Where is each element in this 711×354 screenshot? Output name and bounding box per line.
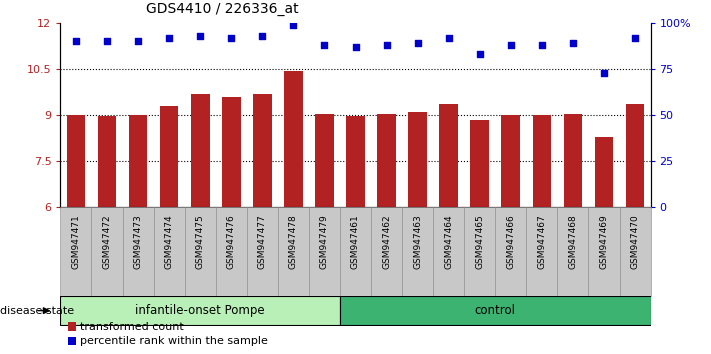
Bar xyxy=(315,114,333,207)
Bar xyxy=(222,97,240,207)
Text: GSM947473: GSM947473 xyxy=(134,214,143,269)
Point xyxy=(102,39,113,44)
Bar xyxy=(594,137,614,207)
Bar xyxy=(60,296,340,325)
Bar xyxy=(67,115,85,207)
Point xyxy=(132,39,144,44)
Bar xyxy=(97,116,117,207)
Bar xyxy=(626,104,644,207)
Bar xyxy=(60,207,92,296)
Bar xyxy=(408,112,427,207)
Bar xyxy=(501,115,520,207)
Text: GSM947462: GSM947462 xyxy=(382,214,391,269)
Text: GSM947470: GSM947470 xyxy=(631,214,639,269)
Bar xyxy=(526,207,557,296)
Bar xyxy=(160,106,178,207)
Bar xyxy=(471,120,489,207)
Text: GSM947477: GSM947477 xyxy=(258,214,267,269)
Text: infantile-onset Pompe: infantile-onset Pompe xyxy=(135,304,265,317)
Point xyxy=(443,35,454,41)
Bar xyxy=(371,207,402,296)
Bar xyxy=(284,70,303,207)
Bar xyxy=(564,114,582,207)
Point xyxy=(505,42,516,48)
Text: GDS4410 / 226336_at: GDS4410 / 226336_at xyxy=(146,2,299,16)
Text: GSM947471: GSM947471 xyxy=(72,214,80,269)
Text: GSM947464: GSM947464 xyxy=(444,214,453,269)
Bar xyxy=(129,115,147,207)
Text: GSM947474: GSM947474 xyxy=(165,214,173,269)
Bar xyxy=(309,207,340,296)
Text: GSM947479: GSM947479 xyxy=(320,214,329,269)
Point xyxy=(536,42,547,48)
Point xyxy=(257,33,268,39)
Bar xyxy=(92,207,122,296)
Text: percentile rank within the sample: percentile rank within the sample xyxy=(80,336,267,346)
Bar xyxy=(589,207,619,296)
Point xyxy=(567,40,579,46)
Text: GSM947476: GSM947476 xyxy=(227,214,236,269)
Text: transformed count: transformed count xyxy=(80,322,183,332)
Point xyxy=(350,44,361,50)
Bar xyxy=(619,207,651,296)
Bar xyxy=(557,207,589,296)
Text: GSM947466: GSM947466 xyxy=(506,214,515,269)
Bar xyxy=(433,207,464,296)
Bar xyxy=(278,207,309,296)
Bar xyxy=(533,115,551,207)
Text: GSM947465: GSM947465 xyxy=(475,214,484,269)
Bar xyxy=(496,207,526,296)
Bar xyxy=(68,322,76,331)
Text: GSM947461: GSM947461 xyxy=(351,214,360,269)
Bar xyxy=(253,93,272,207)
Point xyxy=(381,42,392,48)
Bar xyxy=(340,207,371,296)
Text: GSM947467: GSM947467 xyxy=(538,214,546,269)
Point xyxy=(225,35,237,41)
Bar xyxy=(464,207,496,296)
Point xyxy=(164,35,175,41)
Bar xyxy=(191,93,210,207)
Point xyxy=(412,40,423,46)
Bar xyxy=(346,116,365,207)
Text: GSM947472: GSM947472 xyxy=(102,214,112,269)
Bar xyxy=(215,207,247,296)
Bar xyxy=(68,337,76,345)
Bar xyxy=(154,207,185,296)
Point xyxy=(70,39,82,44)
Text: GSM947468: GSM947468 xyxy=(568,214,577,269)
Point xyxy=(474,51,486,57)
Text: disease state: disease state xyxy=(0,306,74,316)
Point xyxy=(598,70,609,75)
Text: control: control xyxy=(475,304,515,317)
Text: GSM947469: GSM947469 xyxy=(599,214,609,269)
Bar xyxy=(402,207,433,296)
Bar xyxy=(378,114,396,207)
Point xyxy=(629,35,641,41)
Point xyxy=(288,22,299,28)
Text: GSM947478: GSM947478 xyxy=(289,214,298,269)
Text: GSM947475: GSM947475 xyxy=(196,214,205,269)
Bar xyxy=(185,207,215,296)
Bar xyxy=(247,207,278,296)
Point xyxy=(195,33,206,39)
Text: GSM947463: GSM947463 xyxy=(413,214,422,269)
Bar xyxy=(439,104,458,207)
Bar xyxy=(122,207,154,296)
Point xyxy=(319,42,330,48)
Bar xyxy=(340,296,651,325)
